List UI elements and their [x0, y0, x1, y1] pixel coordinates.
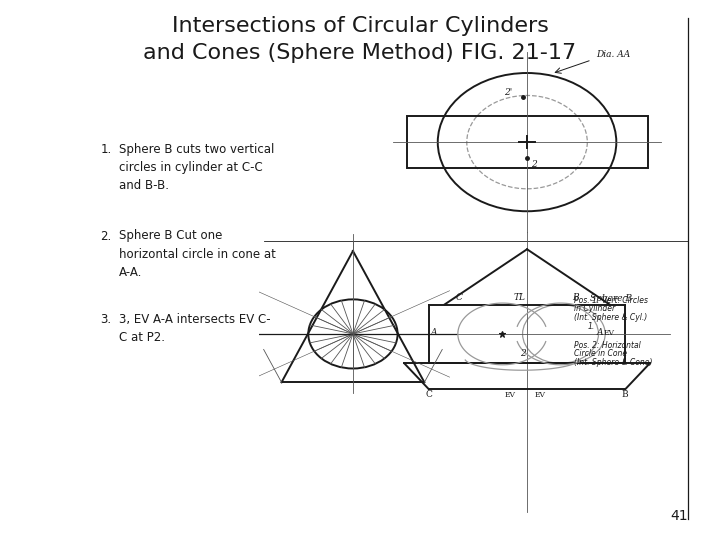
- Text: 3.: 3.: [101, 313, 112, 326]
- Text: C: C: [426, 390, 432, 399]
- Text: C: C: [456, 293, 462, 302]
- Text: Sphere B Cut one
horizontal circle in cone at
A-A.: Sphere B Cut one horizontal circle in co…: [119, 230, 276, 279]
- Text: in Cylinder: in Cylinder: [574, 305, 615, 314]
- Text: 1.: 1.: [588, 322, 595, 331]
- Text: EV: EV: [535, 391, 546, 399]
- Text: Sphere B: Sphere B: [590, 294, 631, 303]
- Text: 1.: 1.: [100, 143, 112, 156]
- Bar: [407, 116, 647, 168]
- Text: 2': 2': [504, 88, 512, 97]
- Text: Sphere B cuts two vertical
circles in cylinder at C-C
and B-B.: Sphere B cuts two vertical circles in cy…: [119, 143, 274, 192]
- Text: A: A: [431, 328, 438, 337]
- Text: B: B: [572, 293, 578, 302]
- Text: B: B: [622, 390, 629, 399]
- Text: EV: EV: [604, 329, 615, 337]
- Text: 41: 41: [670, 509, 688, 523]
- Text: 2: 2: [531, 160, 536, 169]
- Text: Intersections of Circular Cylinders
and Cones (Sphere Method) FIG. 21-17: Intersections of Circular Cylinders and …: [143, 16, 577, 63]
- Text: TL: TL: [513, 293, 526, 302]
- Text: 3, EV A-A intersects EV C-
C at P2.: 3, EV A-A intersects EV C- C at P2.: [119, 313, 271, 344]
- Text: A: A: [596, 328, 603, 337]
- Text: Dia. AA: Dia. AA: [596, 50, 631, 59]
- Text: (Int. Sphere & Cone): (Int. Sphere & Cone): [574, 358, 652, 367]
- Text: Pos. 1: Vert. Circles: Pos. 1: Vert. Circles: [574, 296, 648, 305]
- Text: 2.: 2.: [100, 230, 112, 242]
- Text: EV: EV: [505, 391, 516, 399]
- Text: 2: 2: [521, 349, 526, 359]
- Text: Circle in Cone: Circle in Cone: [574, 349, 627, 359]
- Text: Pos. 2: Horizontal: Pos. 2: Horizontal: [574, 341, 641, 350]
- Text: (Int. Sphere & Cyl.): (Int. Sphere & Cyl.): [574, 313, 647, 322]
